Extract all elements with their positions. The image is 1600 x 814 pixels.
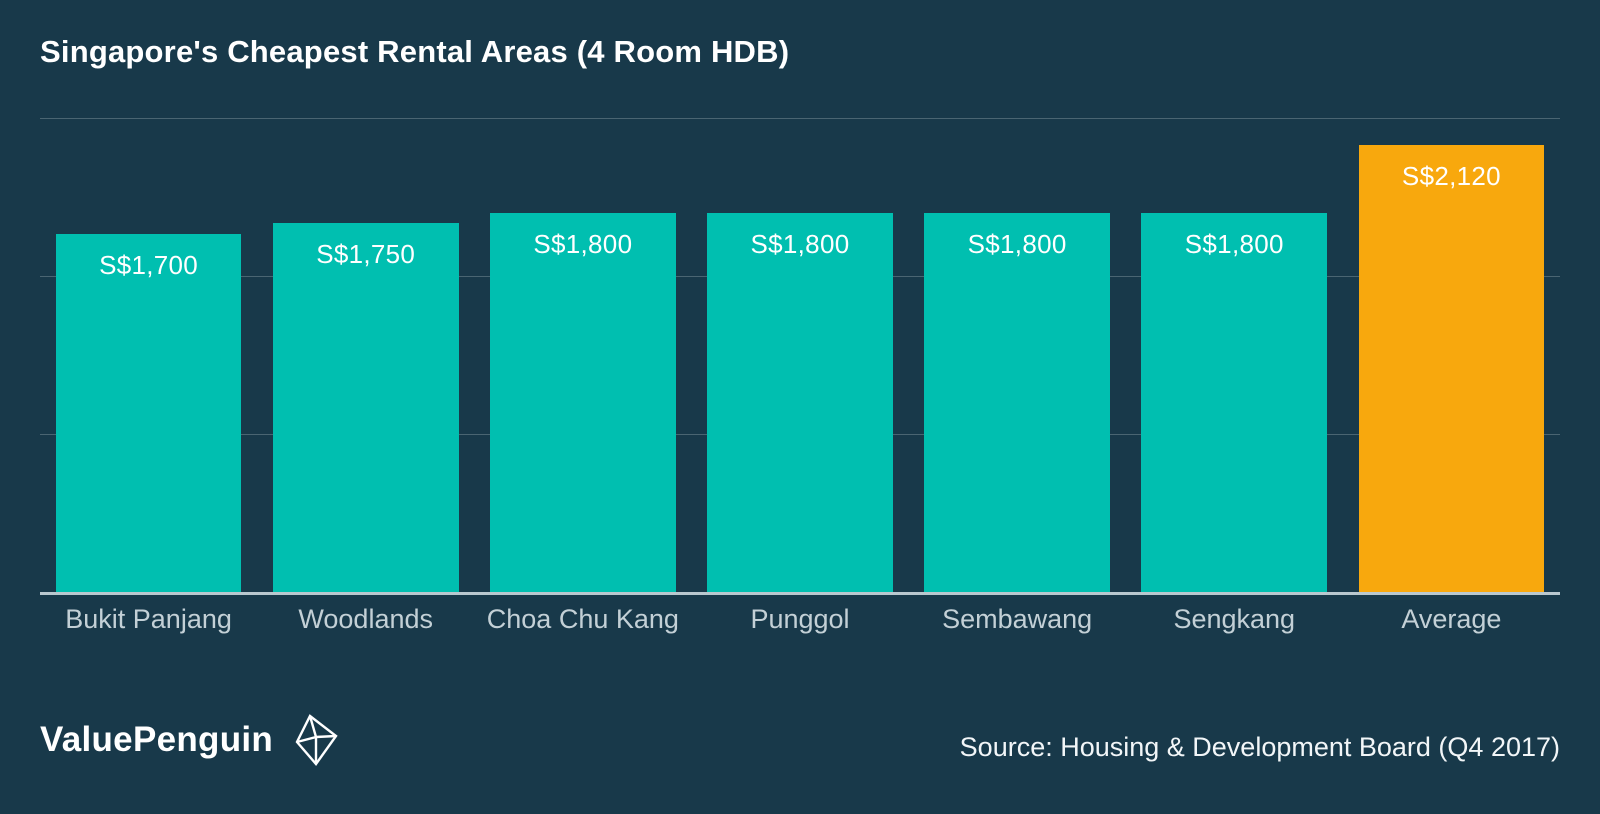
bar-value-label: S$1,700: [99, 249, 199, 280]
category-label: Sengkang: [1173, 604, 1296, 634]
bar-choa-chu-kang: S$1,800: [490, 212, 676, 592]
bar-column: S$1,800: [691, 118, 908, 592]
bar-punggol: S$1,800: [707, 212, 893, 592]
chart-title: Singapore's Cheapest Rental Areas (4 Roo…: [40, 34, 790, 69]
bar-value-label: S$1,800: [750, 228, 850, 259]
category-labels: Bukit Panjang Woodlands Choa Chu Kang Pungg…: [40, 604, 1560, 635]
category-label: Choa Chu Kang: [486, 604, 679, 634]
bar-column: S$1,750: [257, 118, 474, 592]
category-label: Bukit Panjang: [65, 604, 232, 634]
bar-average: S$2,120: [1358, 145, 1545, 592]
brand-lockup: ValuePenguin: [40, 712, 341, 768]
plot-area: S$1,700 S$1,750 S$1,800 S$1,800 S$1,800 S$1,8…: [40, 118, 1560, 595]
bar-sengkang: S$1,800: [1141, 212, 1328, 592]
bar-value-label: S$1,800: [967, 228, 1067, 259]
bar-value-label: S$1,800: [533, 228, 633, 259]
bar-column: S$1,800: [1126, 118, 1343, 592]
category-label: Average: [1401, 604, 1502, 634]
valuepenguin-logo-icon: [295, 714, 338, 766]
category-label: Sembawang: [942, 604, 1093, 634]
brand-name: ValuePenguin: [40, 720, 274, 759]
bar-column: S$1,700: [40, 118, 257, 592]
bar-value-label: S$1,750: [316, 239, 416, 270]
bar-sembawang: S$1,800: [924, 212, 1110, 592]
bar-column: S$1,800: [909, 118, 1126, 592]
bar-column: S$1,800: [474, 118, 691, 592]
gridline: [40, 118, 1560, 119]
source-attribution: Source: Housing & Development Board (Q4 …: [959, 732, 1560, 762]
bar-value-label: S$2,120: [1401, 161, 1501, 192]
bar-bukit-panjang: S$1,700: [55, 233, 242, 592]
category-label: Woodlands: [298, 604, 433, 634]
bars-row: S$1,700 S$1,750 S$1,800 S$1,800 S$1,800 S$1,8…: [40, 118, 1560, 592]
bar-woodlands: S$1,750: [272, 223, 459, 592]
bar-value-label: S$1,800: [1184, 228, 1284, 259]
bar-column: S$2,120: [1343, 118, 1560, 592]
category-label: Punggol: [750, 604, 850, 634]
